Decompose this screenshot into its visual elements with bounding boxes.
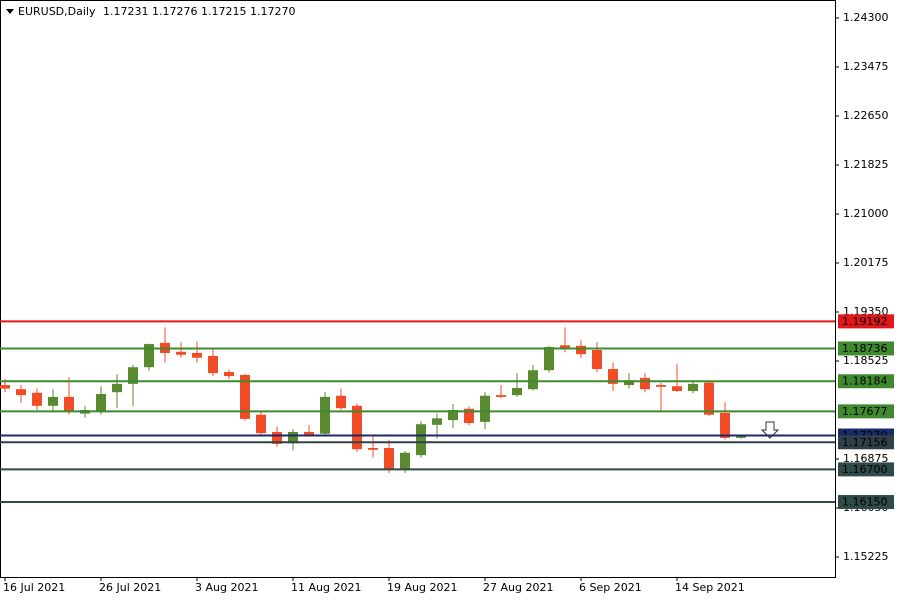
sell-arrow bbox=[760, 421, 780, 439]
x-tick-label: 6 Sep 2021 bbox=[579, 581, 642, 594]
candle-body bbox=[496, 395, 506, 397]
candle-body bbox=[448, 409, 458, 421]
candle-body bbox=[528, 370, 538, 390]
candle-body bbox=[192, 352, 202, 358]
candle-body bbox=[208, 355, 218, 374]
level-label-box bbox=[838, 495, 894, 510]
x-tick-label: 11 Aug 2021 bbox=[291, 581, 361, 594]
y-tick-label: 1.24300 bbox=[843, 11, 889, 24]
symbol: EURUSD,Daily bbox=[18, 5, 96, 18]
candle-body bbox=[688, 383, 698, 391]
level-label: 1.18184 bbox=[842, 375, 888, 388]
y-tick-label: 1.20175 bbox=[843, 256, 889, 269]
candle-body bbox=[112, 383, 122, 393]
candle-body bbox=[272, 431, 282, 444]
candle-body bbox=[656, 385, 666, 387]
candle-body bbox=[304, 431, 314, 436]
y-tick-label: 1.15225 bbox=[843, 550, 889, 563]
x-tick-label: 26 Jul 2021 bbox=[99, 581, 161, 594]
candle-body bbox=[32, 392, 42, 406]
quote-low: 1.17215 bbox=[201, 5, 247, 18]
x-tick-label: 19 Aug 2021 bbox=[387, 581, 457, 594]
candle-body bbox=[480, 395, 490, 422]
level-label-box bbox=[838, 314, 894, 329]
y-tick-label: 1.18525 bbox=[843, 354, 889, 367]
level-label-box bbox=[838, 341, 894, 356]
candle-body bbox=[464, 408, 474, 424]
candle-body bbox=[576, 345, 586, 355]
x-tick-label: 14 Sep 2021 bbox=[675, 581, 745, 594]
candle-body bbox=[592, 350, 602, 370]
plot-frame bbox=[0, 0, 836, 578]
level-label-box bbox=[838, 374, 894, 389]
candle-body bbox=[128, 367, 138, 384]
y-tick-label: 1.16875 bbox=[843, 452, 889, 465]
candle-body bbox=[608, 369, 618, 384]
candle-body bbox=[624, 380, 634, 386]
level-label-box bbox=[838, 404, 894, 419]
candle-body bbox=[720, 412, 730, 438]
candle-body bbox=[672, 386, 682, 391]
level-label: 1.17677 bbox=[842, 405, 888, 418]
y-tick-label: 1.21000 bbox=[843, 207, 889, 220]
candle-body bbox=[400, 452, 410, 469]
candle-body bbox=[416, 424, 426, 456]
candle-body bbox=[432, 418, 442, 425]
candle-body bbox=[256, 414, 266, 434]
candle-body bbox=[96, 393, 106, 412]
candle-body bbox=[48, 396, 58, 406]
candle-body bbox=[320, 396, 330, 434]
level-label: 1.18736 bbox=[842, 342, 888, 355]
candle-body bbox=[144, 344, 154, 368]
candle-body bbox=[544, 347, 554, 371]
candle-body bbox=[736, 435, 746, 438]
x-tick-label: 3 Aug 2021 bbox=[195, 581, 258, 594]
y-tick-label: 1.21825 bbox=[843, 158, 889, 171]
x-tick-label: 16 Jul 2021 bbox=[3, 581, 65, 594]
candle-body bbox=[64, 396, 74, 412]
quote-high: 1.17276 bbox=[152, 5, 198, 18]
candle-body bbox=[0, 385, 10, 389]
candle-body bbox=[352, 405, 362, 450]
candle-body bbox=[512, 388, 522, 396]
y-tick-label: 1.22650 bbox=[843, 109, 889, 122]
level-label-box bbox=[838, 435, 894, 450]
candle-body bbox=[224, 371, 234, 377]
level-label: 1.16150 bbox=[842, 496, 888, 509]
candle-body bbox=[16, 389, 26, 396]
candle-body bbox=[176, 351, 186, 355]
menu-triangle[interactable] bbox=[6, 9, 14, 14]
candle-body bbox=[240, 374, 250, 419]
level-label: 1.16700 bbox=[842, 463, 888, 476]
candle-body bbox=[336, 395, 346, 409]
candle-body bbox=[368, 447, 378, 450]
level-label: 1.19192 bbox=[842, 315, 888, 328]
candle-body bbox=[704, 382, 714, 415]
level-label: 1.17156 bbox=[842, 436, 888, 449]
candle-body bbox=[384, 447, 394, 470]
level-label-box bbox=[838, 462, 894, 477]
candle-body bbox=[288, 431, 298, 444]
candle-body bbox=[560, 345, 570, 349]
y-tick-label: 1.23475 bbox=[843, 60, 889, 73]
candle-body bbox=[640, 377, 650, 390]
x-tick-label: 27 Aug 2021 bbox=[483, 581, 553, 594]
quote-close: 1.17270 bbox=[250, 5, 296, 18]
quote-open: 1.17231 bbox=[103, 5, 149, 18]
